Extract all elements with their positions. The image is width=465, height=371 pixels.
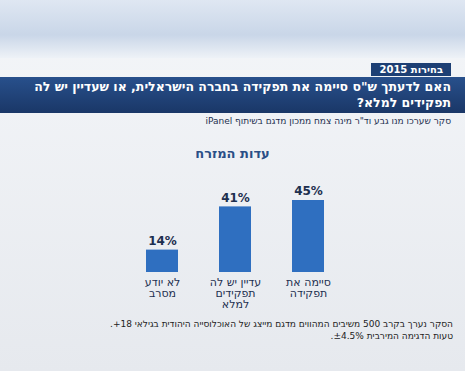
svg-text:14%: 14% xyxy=(148,234,177,248)
html-text:בחירות 2015: בחירות 2015 xyxy=(379,64,443,75)
html-text:טעות הדגימה המירבית ±4.5%.: טעות הדגימה המירבית ±4.5%. xyxy=(330,331,453,341)
html-text:עדות המזרח: עדות המזרח xyxy=(195,146,270,161)
html-text:סקר שערכו מנו גבע וד"ר מינה צמ: סקר שערכו מנו גבע וד"ר מינה צמח ממכון מד… xyxy=(205,116,451,126)
svg-text:עדיין יש להתפקידיםלמלא: עדיין יש להתפקידיםלמלא xyxy=(210,276,262,311)
svg-text:לא יודעמסרב: לא יודעמסרב xyxy=(145,276,180,300)
svg-text:45%: 45% xyxy=(294,184,323,198)
html-text:הסקר נערך בקרב 500 משיבים המהו: הסקר נערך בקרב 500 משיבים המהווים מדגם מ… xyxy=(110,319,453,329)
html-text:האם לדעתך ש"ס סיימה את תפקידה: האם לדעתך ש"ס סיימה את תפקידה בחברה הישר… xyxy=(34,79,451,110)
svg-text:41%: 41% xyxy=(221,191,250,205)
svg-text:סיימה אתתפקידה: סיימה אתתפקידה xyxy=(286,276,331,300)
